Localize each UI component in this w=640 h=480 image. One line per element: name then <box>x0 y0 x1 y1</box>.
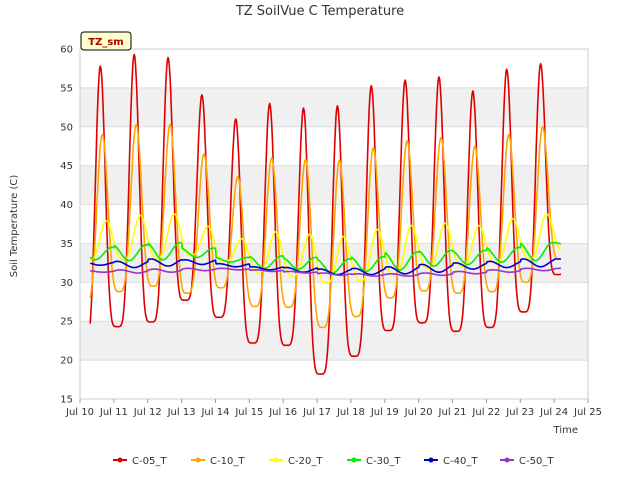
y-axis-label: Soil Temperature (C) <box>9 175 20 278</box>
series-line-c-30-t <box>89 241 562 274</box>
legend-label-c-30-t: C-30_T <box>366 456 401 467</box>
x-tick-label: Jul 15 <box>234 407 263 418</box>
site-badge-box <box>80 31 132 51</box>
y-tick-label: 55 <box>60 83 73 94</box>
x-tick-label: Jul 20 <box>404 407 433 418</box>
x-tick-label: Jul 21 <box>438 407 467 418</box>
x-tick-label: Jul 24 <box>539 407 568 418</box>
y-tick-label: 45 <box>60 161 73 172</box>
legend-marker-c-40-t <box>428 457 434 463</box>
series-line-c-10-t <box>89 123 562 329</box>
y-tick-label: 25 <box>60 317 73 328</box>
y-tick-label: 15 <box>60 395 73 406</box>
legend-marker-c-30-t <box>351 457 357 463</box>
legend-label-c-10-t: C-10_T <box>210 456 245 467</box>
site-badge: TZ_sm <box>80 31 132 51</box>
x-tick-label: Jul 18 <box>336 407 365 418</box>
background-band <box>80 87 588 127</box>
x-tick-label: Jul 23 <box>505 407 534 418</box>
x-tick-label: Jul 22 <box>471 407 500 418</box>
legend-label-c-40-t: C-40_T <box>443 456 478 467</box>
x-tick-label: Jul 10 <box>65 407 94 418</box>
x-tick-label: Jul 13 <box>167 407 196 418</box>
legend-label-c-05-t: C-05_T <box>132 456 167 467</box>
y-tick-label: 60 <box>60 45 73 56</box>
x-tick-label: Jul 25 <box>573 407 602 418</box>
x-axis-ticks: Jul 10 Jul 11 Jul 12 Jul 13 Jul 14 Jul 15 Jul … <box>65 399 602 418</box>
y-tick-label: 50 <box>60 122 73 133</box>
x-tick-label: Jul 14 <box>200 407 229 418</box>
legend: C-05_T C-10_T C-20_T C-30_T C-40_T C-50_T <box>113 456 554 467</box>
series-line-c-50-t <box>90 267 562 277</box>
series-line-c-05-t <box>89 53 562 375</box>
legend-marker-c-05-t <box>117 457 123 463</box>
x-tick-label: Jul 12 <box>133 407 162 418</box>
background-band <box>80 49 588 88</box>
x-axis-label: Time <box>553 425 578 436</box>
y-tick-label: 20 <box>60 356 73 367</box>
legend-marker-c-10-t <box>195 457 201 463</box>
x-tick-label: Jul 16 <box>268 407 297 418</box>
y-tick-label: 40 <box>60 200 73 211</box>
y-tick-label: 30 <box>60 278 73 289</box>
x-tick-label: Jul 11 <box>99 407 128 418</box>
y-tick-label: 35 <box>60 239 73 250</box>
series-line-c-20-t <box>90 213 562 284</box>
background-band <box>80 360 588 399</box>
legend-label-c-20-t: C-20_T <box>288 456 323 467</box>
plot-frame <box>79 48 589 400</box>
background-band <box>80 282 588 322</box>
background-band <box>80 243 588 283</box>
chart-title: TZ SoilVue C Temperature <box>235 4 404 19</box>
legend-marker-c-50-t <box>504 457 510 463</box>
series-layer <box>89 53 562 375</box>
background-band <box>80 321 588 361</box>
x-tick-label: Jul 17 <box>302 407 331 418</box>
legend-marker-c-20-t <box>273 457 279 463</box>
x-tick-label: Jul 19 <box>370 407 399 418</box>
legend-label-c-50-t: C-50_T <box>519 456 554 467</box>
site-badge-label: TZ_sm <box>88 37 123 48</box>
y-axis-ticks: 15 20 25 30 35 40 45 50 55 60 <box>60 45 73 406</box>
series-line-c-40-t <box>89 258 562 276</box>
